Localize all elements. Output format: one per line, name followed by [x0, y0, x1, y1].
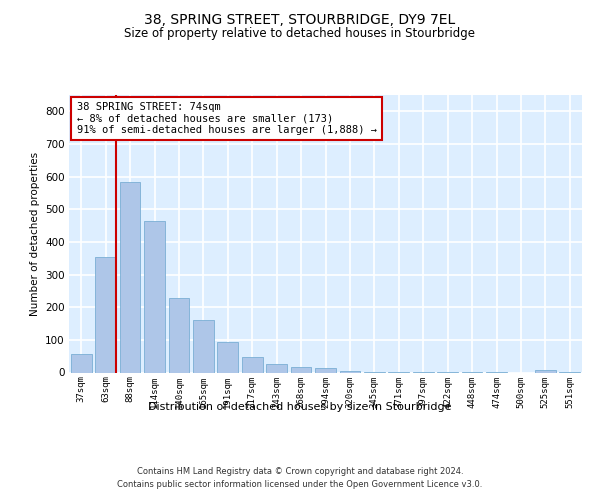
Bar: [315, 368, 336, 372]
Text: Contains HM Land Registry data © Crown copyright and database right 2024.: Contains HM Land Registry data © Crown c…: [137, 468, 463, 476]
Bar: [266, 364, 287, 372]
Bar: [193, 320, 214, 372]
Bar: [242, 357, 263, 372]
Text: Size of property relative to detached houses in Stourbridge: Size of property relative to detached ho…: [125, 28, 476, 40]
Bar: [340, 371, 361, 372]
Y-axis label: Number of detached properties: Number of detached properties: [29, 152, 40, 316]
Bar: [95, 256, 116, 372]
Bar: [217, 342, 238, 372]
Text: Contains public sector information licensed under the Open Government Licence v3: Contains public sector information licen…: [118, 480, 482, 489]
Bar: [290, 366, 311, 372]
Bar: [169, 298, 190, 372]
Text: 38 SPRING STREET: 74sqm
← 8% of detached houses are smaller (173)
91% of semi-de: 38 SPRING STREET: 74sqm ← 8% of detached…: [77, 102, 377, 135]
Text: 38, SPRING STREET, STOURBRIDGE, DY9 7EL: 38, SPRING STREET, STOURBRIDGE, DY9 7EL: [145, 12, 455, 26]
Bar: [119, 182, 140, 372]
Text: Distribution of detached houses by size in Stourbridge: Distribution of detached houses by size …: [148, 402, 452, 412]
Bar: [71, 354, 92, 372]
Bar: [535, 370, 556, 372]
Bar: [144, 222, 165, 372]
